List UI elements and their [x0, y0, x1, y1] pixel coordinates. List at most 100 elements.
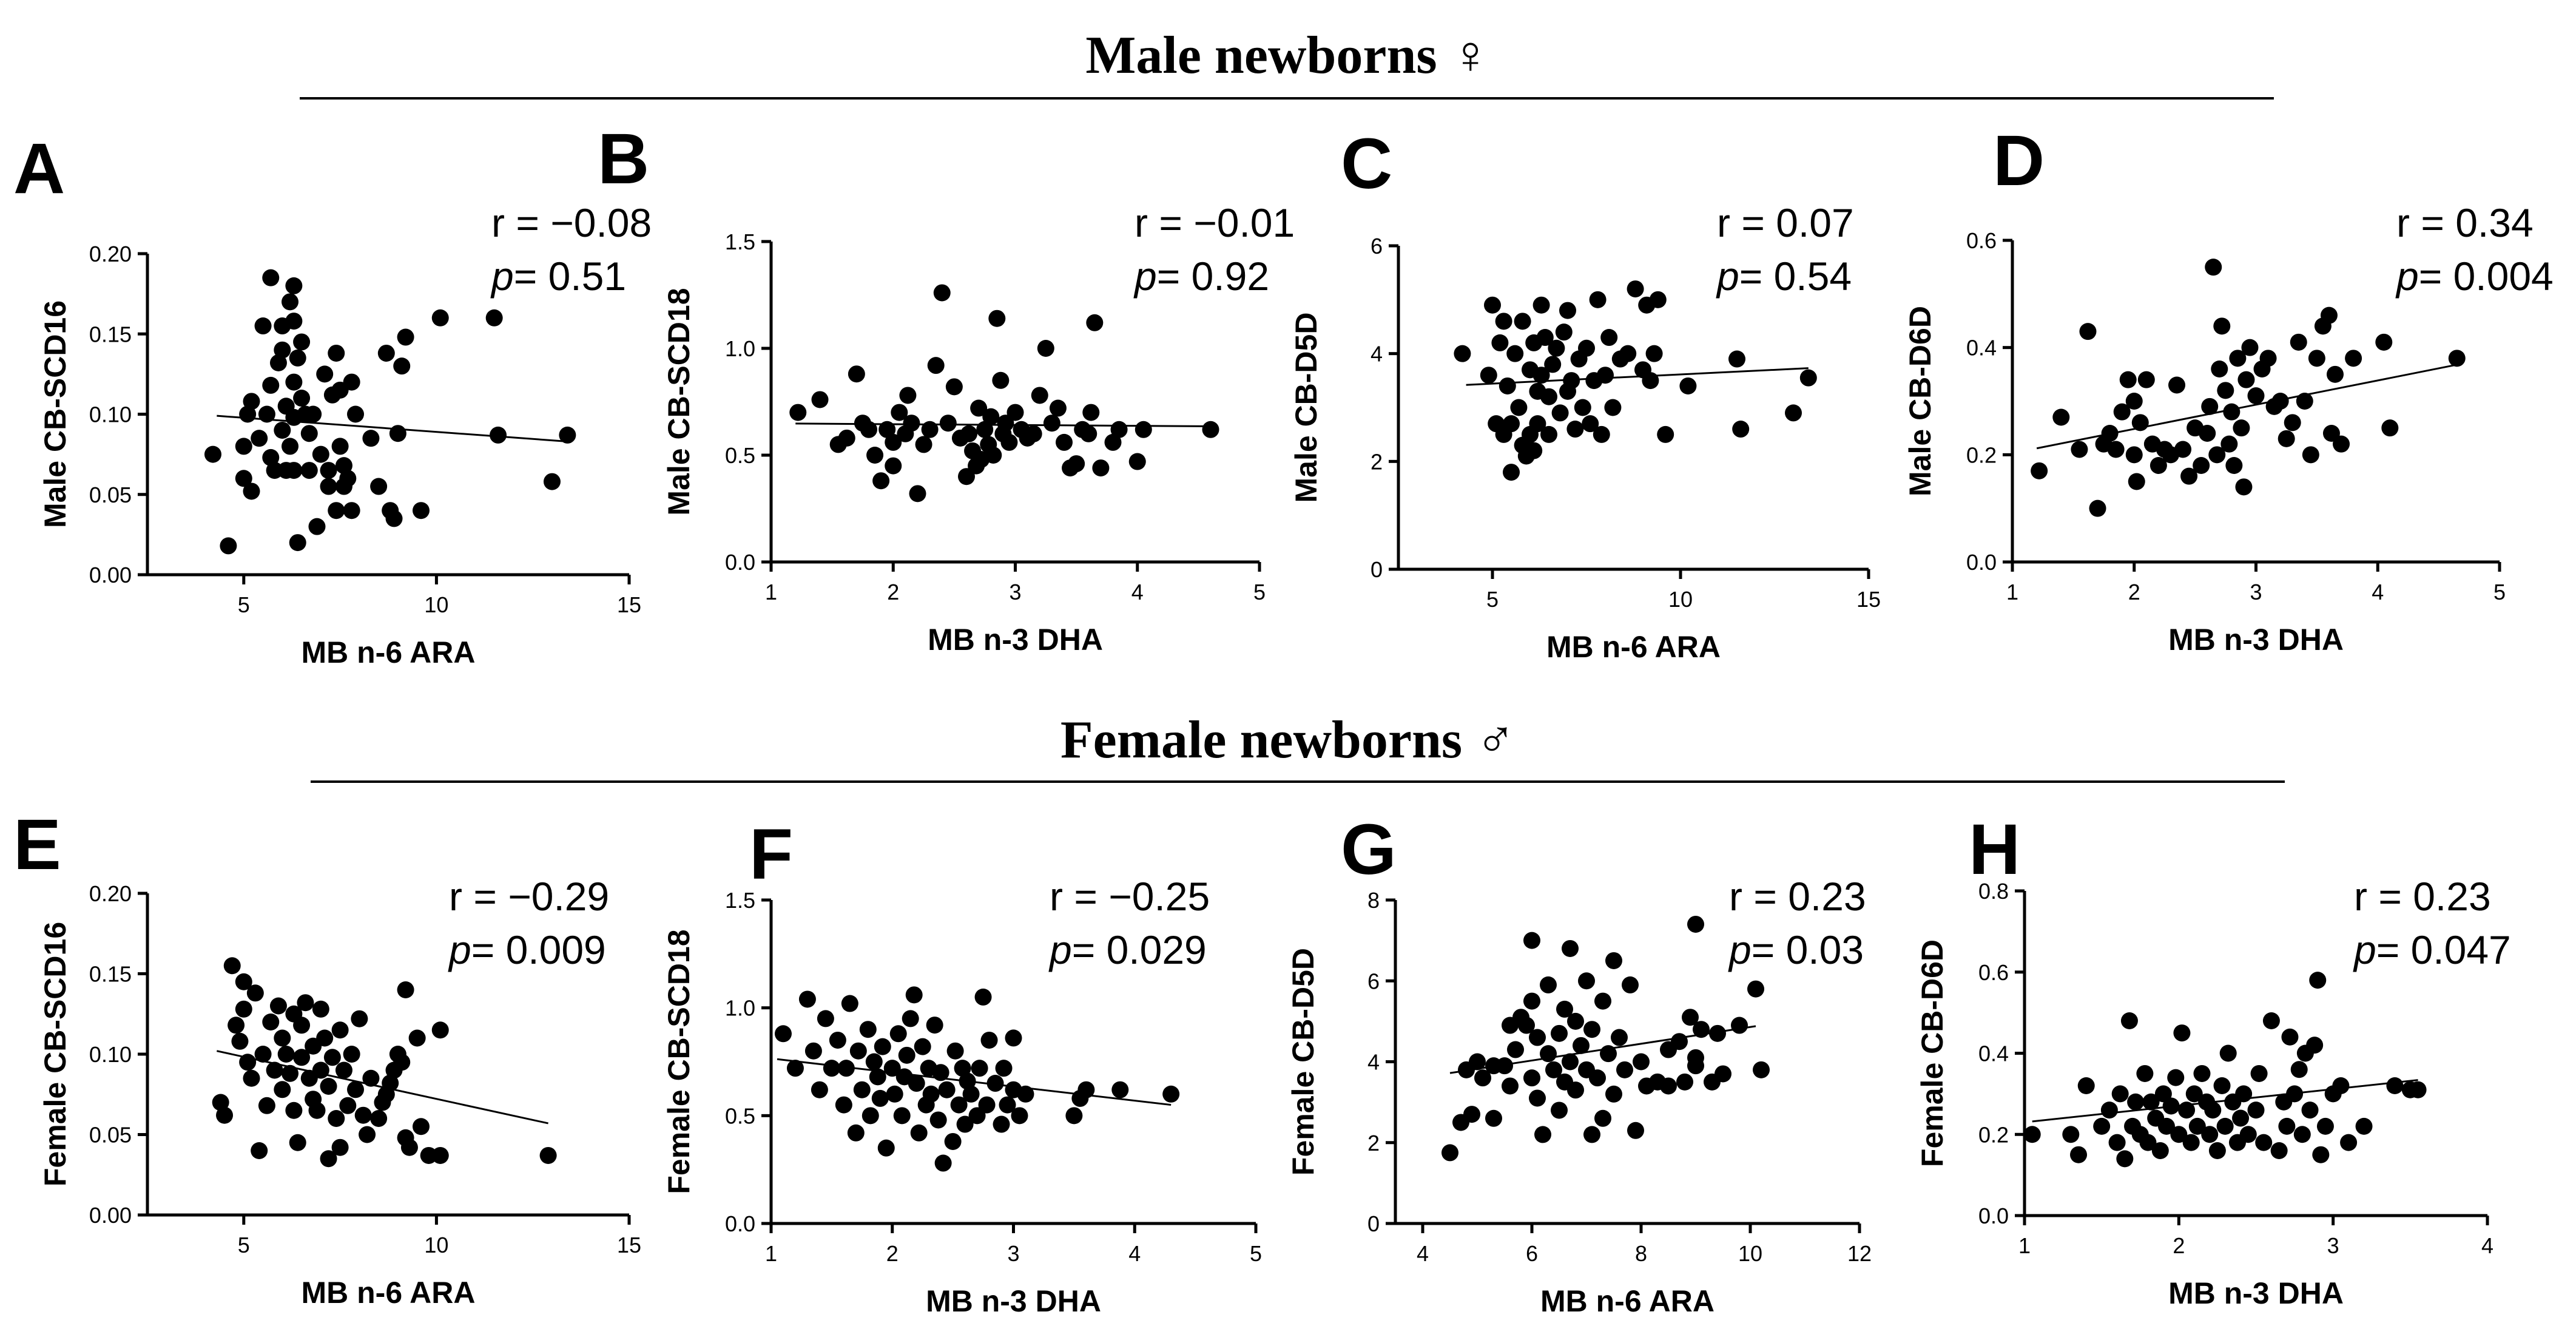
data-point [1709, 1024, 1726, 1042]
data-point [2229, 350, 2247, 367]
data-point [331, 1139, 349, 1156]
data-point [212, 1094, 229, 1111]
data-point [1507, 1041, 1524, 1058]
data-point [2235, 478, 2253, 496]
panel-label: B [598, 119, 649, 199]
data-point [1605, 952, 1622, 969]
data-point [950, 1096, 968, 1114]
x-tick-label: 4 [2372, 580, 2384, 604]
x-tick-label: 1 [765, 1241, 777, 1266]
data-point [2320, 306, 2338, 324]
x-tick-label: 15 [617, 1233, 641, 1257]
data-point [1627, 280, 1644, 298]
data-point [235, 470, 252, 487]
p-value: p= 0.92 [1133, 254, 1269, 299]
data-point [2233, 419, 2250, 437]
data-point [874, 1038, 891, 1055]
data-point [431, 1146, 449, 1164]
data-point [1676, 1073, 1693, 1091]
data-point [1611, 1029, 1628, 1046]
data-point [431, 1021, 449, 1039]
data-point [2386, 1077, 2404, 1094]
data-point [1011, 1107, 1028, 1125]
data-point [297, 994, 314, 1012]
r-value: r = 0.23 [2354, 874, 2491, 919]
data-point [945, 378, 963, 396]
p-value: p= 0.004 [2395, 254, 2554, 299]
data-point [978, 1096, 996, 1114]
data-point [872, 472, 890, 490]
data-point [2193, 1064, 2211, 1082]
data-point [258, 1097, 275, 1114]
data-point [1529, 1029, 1546, 1046]
panel-label: A [13, 129, 65, 209]
data-point [946, 1042, 964, 1060]
data-point [220, 537, 237, 555]
data-point [289, 534, 306, 552]
data-point [1649, 291, 1667, 308]
data-point [1506, 345, 1524, 362]
y-axis-title: Male CB-D6D [1903, 306, 1937, 496]
data-point [285, 313, 303, 330]
data-point [370, 478, 388, 495]
data-point [335, 457, 352, 475]
data-point [1544, 356, 1562, 373]
data-point [377, 344, 395, 362]
x-tick-label: 5 [238, 1233, 250, 1257]
x-tick-label: 12 [1847, 1241, 1872, 1266]
data-point [1559, 302, 1576, 319]
data-point [408, 1029, 426, 1047]
data-point [2286, 1085, 2304, 1103]
data-point [2302, 446, 2319, 464]
data-point [2208, 1142, 2226, 1159]
panel-label: E [13, 805, 61, 885]
data-point [1202, 421, 1219, 438]
data-point [959, 1072, 976, 1090]
y-tick-label: 0.20 [89, 242, 132, 266]
data-point [1563, 372, 1580, 390]
data-point [393, 357, 411, 375]
y-tick-label: 0.00 [89, 563, 132, 587]
data-point [1728, 350, 1745, 368]
data-point [2284, 414, 2301, 431]
data-point [2290, 1061, 2308, 1078]
data-point [2119, 371, 2137, 388]
y-tick-label: 1.5 [725, 229, 755, 254]
data-point [885, 433, 902, 451]
data-point [798, 990, 816, 1008]
y-axis-title: Male CB-SCD16 [38, 300, 72, 528]
data-point [1753, 1061, 1770, 1078]
data-point [2340, 1134, 2358, 1151]
data-point [859, 1021, 877, 1038]
data-point [400, 1139, 418, 1156]
data-point [1540, 388, 1557, 405]
data-point [1562, 1053, 1579, 1071]
data-point [1785, 404, 1802, 422]
data-point [1496, 1057, 1513, 1075]
data-point [1566, 421, 1584, 438]
y-tick-label: 8 [1367, 888, 1380, 913]
data-point [2128, 473, 2145, 490]
data-point [954, 1060, 971, 1077]
x-tick-label: 10 [1668, 587, 1693, 612]
data-point [1005, 1029, 1022, 1047]
data-point [885, 457, 902, 475]
data-point [2271, 393, 2289, 410]
data-point [2223, 403, 2241, 421]
y-tick-label: 0.10 [89, 1042, 132, 1067]
data-point [853, 1081, 871, 1098]
y-tick-label: 0.20 [89, 881, 132, 906]
data-point [262, 269, 280, 286]
y-tick-label: 0.6 [1978, 960, 2009, 985]
data-point [838, 429, 855, 447]
data-point [1594, 992, 1611, 1010]
data-point [1534, 1126, 1551, 1143]
p-value: p= 0.047 [2353, 927, 2511, 972]
regression-line [1466, 367, 1809, 386]
p-value: p= 0.51 [490, 254, 626, 299]
data-point [932, 1064, 949, 1081]
data-point [2125, 446, 2143, 464]
data-point [2116, 1150, 2134, 1168]
data-point [1633, 1053, 1650, 1071]
data-point [277, 1046, 295, 1063]
